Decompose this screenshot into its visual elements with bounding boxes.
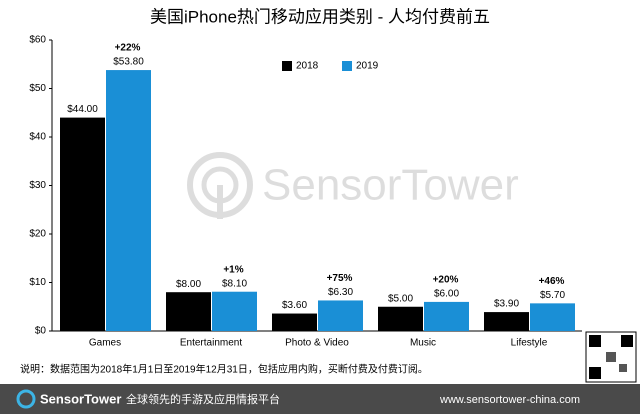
y-tick-label: $0: [35, 326, 47, 337]
footer-logo: [16, 389, 36, 409]
change-label: +46%: [539, 276, 565, 287]
bar: [166, 292, 211, 331]
legend-swatch: [342, 61, 352, 71]
value-label: $3.90: [494, 299, 519, 310]
value-label: $8.10: [222, 278, 247, 289]
footer-slogan: 全球领先的手游及应用情报平台: [126, 392, 280, 406]
bar: [424, 301, 469, 331]
value-label: $3.60: [282, 300, 307, 311]
bar: [212, 291, 257, 331]
value-label: $6.30: [328, 287, 353, 298]
watermark: SensorTower: [262, 161, 519, 210]
bar: [318, 300, 363, 331]
value-label: $44.00: [67, 104, 98, 115]
change-label: +20%: [433, 275, 459, 286]
y-tick-label: $10: [29, 277, 46, 288]
footer-brand: SensorTower: [40, 391, 121, 406]
x-tick-label: Entertainment: [180, 338, 242, 349]
bar: [106, 70, 151, 331]
watermark-logo: [187, 152, 253, 219]
value-label: $5.00: [388, 293, 413, 304]
value-label: $6.00: [434, 289, 459, 300]
y-tick-label: $40: [29, 132, 46, 143]
change-label: +22%: [115, 43, 141, 54]
change-label: +1%: [223, 264, 243, 275]
bar: [484, 312, 529, 331]
x-tick-label: Lifestyle: [511, 338, 548, 349]
y-tick-label: $20: [29, 229, 46, 240]
bar: [272, 313, 317, 331]
value-label: $53.80: [113, 57, 144, 68]
qr-code: [585, 331, 637, 383]
x-tick-label: Photo & Video: [285, 338, 349, 349]
bar: [530, 303, 575, 331]
value-label: $8.00: [176, 279, 201, 290]
y-tick-label: $30: [29, 180, 46, 191]
y-tick-label: $50: [29, 83, 46, 94]
change-label: +75%: [327, 273, 353, 284]
note: 说明：数据范围为2018年1月1日至2019年12月31日，包括应用内购，买断付…: [20, 363, 428, 376]
legend-label: 2018: [296, 61, 319, 72]
bar: [60, 117, 105, 331]
chart-title: 美国iPhone热门移动应用类别 - 人均付费前五: [150, 7, 490, 26]
footer-url: www.sensortower-china.com: [439, 394, 580, 406]
bar: [378, 306, 423, 331]
value-label: $5.70: [540, 290, 565, 301]
x-tick-label: Music: [410, 338, 436, 349]
x-tick-label: Games: [89, 338, 121, 349]
footer-band: [0, 384, 640, 414]
legend-swatch: [282, 61, 292, 71]
legend-label: 2019: [356, 61, 379, 72]
y-tick-label: $60: [29, 35, 46, 46]
